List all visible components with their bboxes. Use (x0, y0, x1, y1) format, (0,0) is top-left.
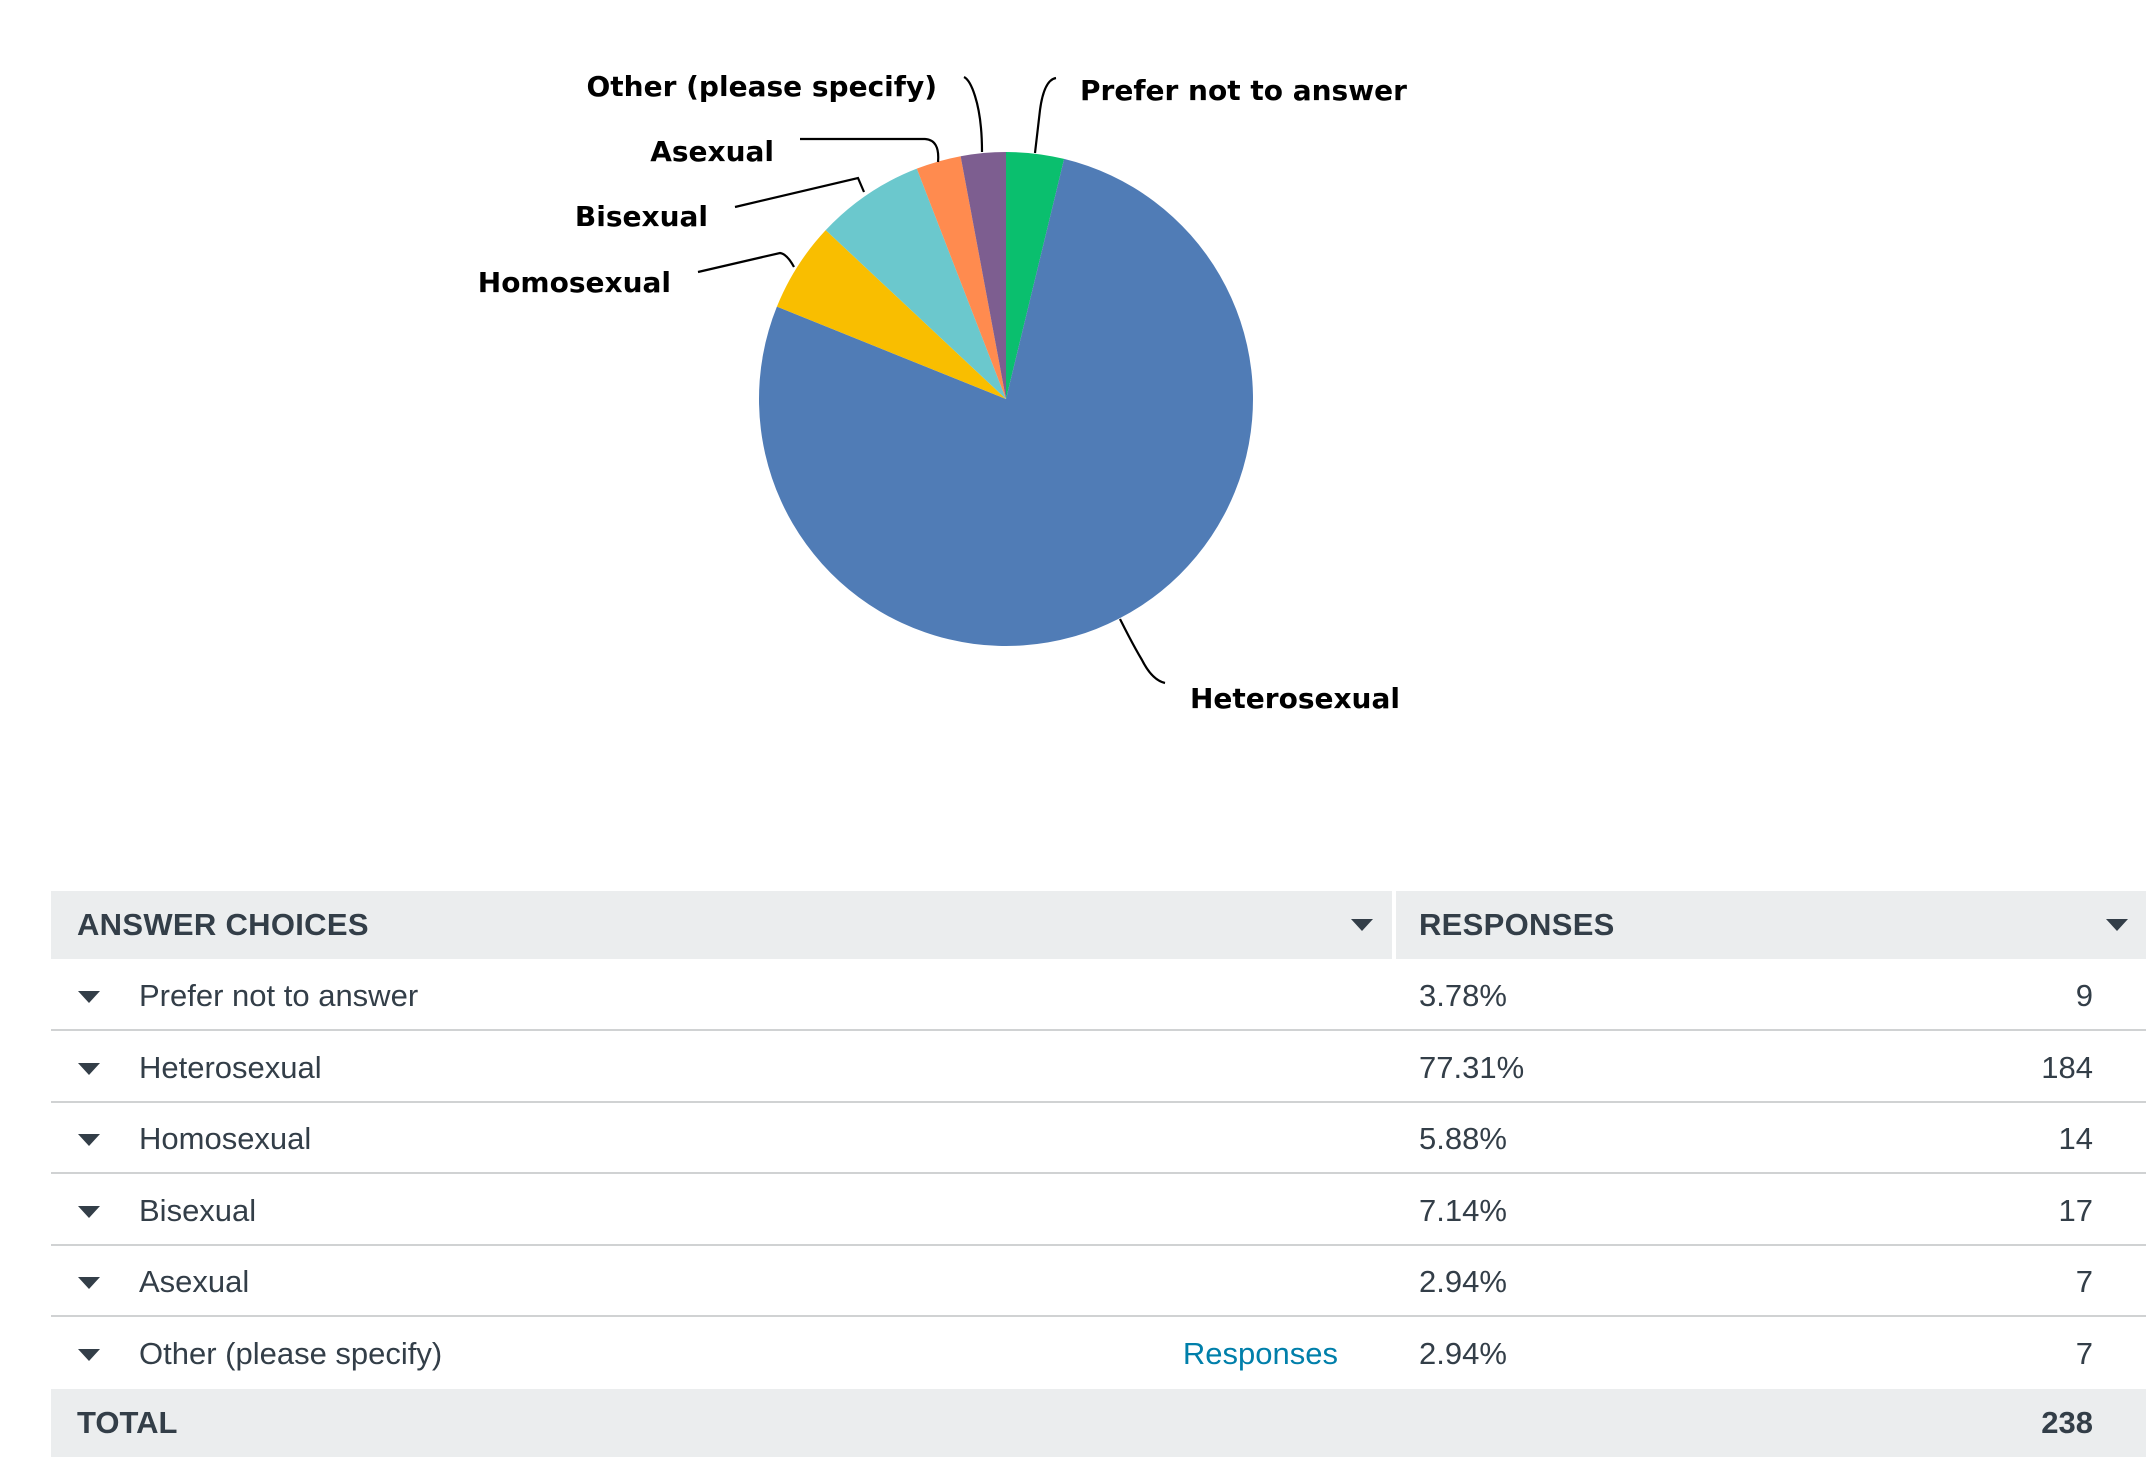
sort-choices-caret-icon[interactable] (1351, 919, 1373, 931)
table-header-row: ANSWER CHOICES RESPONSES (51, 891, 2146, 959)
responses-link[interactable]: Responses (1182, 1335, 1338, 1371)
answer-choice-label: Prefer not to answer (139, 978, 419, 1013)
pie-chart: Prefer not to answer Heterosexual Homosexu… (478, 70, 1407, 715)
leader-line-bisexual (734, 176, 866, 209)
pie-slice-other-please-specify[interactable] (960, 152, 1006, 399)
leader-line-heterosexual (1119, 618, 1166, 685)
response-count: 184 (2041, 1049, 2093, 1085)
row-divider (51, 1100, 2146, 1103)
table-row: Bisexual 7.14% 17 (51, 1175, 2146, 1246)
leader-line-asexual (800, 137, 940, 163)
response-count: 9 (2075, 978, 2093, 1013)
pie-slice-asexual[interactable] (916, 156, 1006, 399)
response-percent: 3.78% (1419, 978, 1507, 1013)
row-divider (51, 1172, 2146, 1174)
response-count: 17 (2058, 1192, 2093, 1228)
response-count: 7 (2075, 1335, 2093, 1371)
pie-slice-bisexual[interactable] (825, 168, 1006, 399)
total-count: 238 (2041, 1405, 2093, 1440)
response-percent: 2.94% (1419, 1335, 1507, 1371)
table-row: Asexual 2.94% 7 (51, 1246, 2146, 1317)
expand-caret-icon[interactable] (78, 1348, 100, 1361)
slice-label-other-please-specify: Other (please specify) (586, 70, 937, 103)
header-responses[interactable]: RESPONSES (1419, 907, 1615, 942)
expand-caret-icon[interactable] (78, 991, 100, 1003)
slice-label-asexual: Asexual (650, 135, 774, 168)
sort-responses-caret-icon[interactable] (2106, 919, 2128, 931)
expand-caret-icon[interactable] (78, 1062, 100, 1075)
slice-label-homosexual: Homosexual (478, 266, 671, 299)
pie-slice-heterosexual[interactable] (759, 158, 1253, 646)
responses-table: ANSWER CHOICES RESPONSES Prefer not to a… (51, 891, 2146, 1459)
expand-caret-icon[interactable] (78, 1134, 100, 1146)
header-answer-choices[interactable]: ANSWER CHOICES (77, 907, 369, 942)
table-row: Prefer not to answer 3.78% 9 (51, 960, 2146, 1031)
total-row: TOTAL 238 (51, 1389, 2146, 1457)
response-percent: 5.88% (1419, 1121, 1507, 1156)
response-percent: 77.31% (1419, 1049, 1525, 1085)
column-separator (1392, 891, 1396, 959)
slice-label-heterosexual: Heterosexual (1190, 682, 1400, 715)
leader-line-prefer-not-to-answer (1033, 76, 1057, 154)
total-label: TOTAL (77, 1405, 178, 1440)
response-count: 14 (2058, 1121, 2093, 1156)
row-divider (51, 1315, 2146, 1317)
table-row: Other (please specify) Responses 2.94% 7 (51, 1318, 2146, 1389)
response-percent: 2.94% (1419, 1264, 1507, 1299)
slice-label-prefer-not-to-answer: Prefer not to answer (1080, 74, 1407, 107)
response-percent: 7.14% (1419, 1192, 1507, 1228)
answer-choice-label: Bisexual (139, 1192, 257, 1228)
pie-slice-prefer-not-to-answer[interactable] (1006, 152, 1065, 399)
answer-choice-label: Homosexual (139, 1121, 312, 1156)
leader-line-homosexual (697, 251, 795, 274)
leader-line-other-please-specify (963, 76, 984, 153)
response-count: 7 (2075, 1264, 2093, 1299)
table-row: Homosexual 5.88% 14 (51, 1103, 2146, 1174)
expand-caret-icon[interactable] (78, 1277, 100, 1289)
pie-slice-homosexual[interactable] (776, 230, 1006, 399)
answer-choice-label: Other (please specify) (139, 1335, 443, 1371)
answer-choice-label: Asexual (139, 1264, 250, 1299)
row-divider (51, 1029, 2146, 1031)
row-divider (51, 1243, 2146, 1246)
slice-label-bisexual: Bisexual (575, 200, 708, 233)
table-row: Heterosexual 77.31% 184 (51, 1032, 2146, 1103)
expand-caret-icon[interactable] (78, 1205, 100, 1218)
answer-choice-label: Heterosexual (139, 1049, 322, 1085)
